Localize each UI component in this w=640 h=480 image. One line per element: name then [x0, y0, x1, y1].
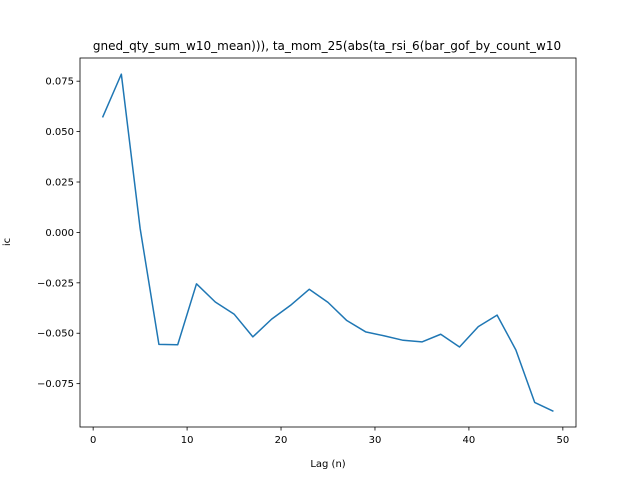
x-axis-label: Lag (n) [310, 459, 345, 470]
y-tick-label: −0.075 [37, 379, 74, 390]
plot-frame [79, 57, 577, 428]
y-tick-label: 0.025 [45, 178, 74, 189]
y-tick-label: −0.050 [37, 329, 74, 340]
y-tick-label: 0.000 [45, 228, 74, 239]
plot-area [80, 58, 576, 427]
y-tick-label: 0.050 [45, 127, 74, 138]
x-tick-label: 40 [463, 435, 476, 446]
series-line [101, 73, 554, 412]
chart-title: gned_qty_sum_w10_mean))), ta_mom_25(abs(… [93, 39, 561, 53]
ticks-layer: 0 10 20 30 40 50 −0.075 −0.050 −0.025 0.000 0.025 0… [37, 77, 569, 446]
x-tick-label: 30 [369, 435, 382, 446]
x-tick-label: 0 [90, 435, 96, 446]
x-tick-label: 50 [556, 435, 569, 446]
y-tick-label: 0.075 [45, 77, 74, 88]
x-tick-label: 10 [181, 435, 194, 446]
y-axis-label: ic [2, 238, 13, 246]
y-tick-label: −0.025 [37, 278, 74, 289]
x-tick-label: 20 [275, 435, 288, 446]
